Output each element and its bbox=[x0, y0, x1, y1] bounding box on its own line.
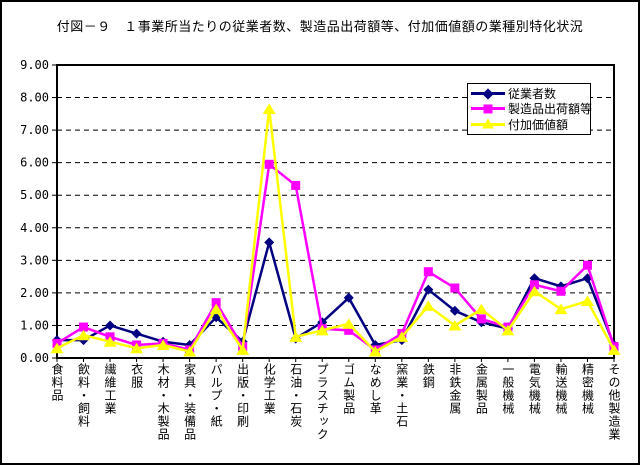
series-line-value-added bbox=[56, 107, 616, 353]
series-marker-value-added bbox=[580, 295, 594, 307]
series-marker-value-added bbox=[183, 345, 197, 357]
diamond-marker-icon bbox=[482, 87, 494, 100]
y-axis-tick-label: 3.00 bbox=[20, 253, 49, 267]
x-axis-category-label: 繊維工業 bbox=[103, 363, 118, 415]
series-line-shipment-value bbox=[56, 163, 616, 352]
x-axis-category-label: パルプ・紙 bbox=[209, 363, 224, 428]
series-marker-value-added bbox=[368, 345, 382, 357]
x-axis-category-label: ゴム製品 bbox=[341, 363, 356, 415]
x-axis-category-label: 窯業・土石 bbox=[394, 363, 409, 428]
series-marker-value-added bbox=[474, 303, 488, 315]
series-marker-shipment-value bbox=[79, 322, 89, 332]
series-marker-value-added bbox=[421, 300, 435, 311]
series-marker-value-added bbox=[130, 342, 144, 354]
series-marker-value-added bbox=[289, 331, 303, 342]
x-axis-category-label: 飲料・飼料 bbox=[76, 363, 91, 428]
series-marker-shipment-value bbox=[291, 180, 301, 190]
legend-item: 製造品出荷額等 bbox=[471, 101, 592, 116]
series-marker-value-added bbox=[395, 331, 409, 342]
x-axis-category-label: その他製造業 bbox=[607, 363, 621, 441]
series-marker-shipment-value bbox=[582, 260, 592, 270]
series-marker-value-added bbox=[501, 324, 515, 336]
series-marker-employees bbox=[423, 284, 434, 295]
y-axis-tick-label: 1.00 bbox=[20, 318, 49, 332]
x-axis-category-label: 金属製品 bbox=[474, 363, 489, 415]
y-axis-tick-label: 6.00 bbox=[20, 156, 49, 170]
series-marker-value-added bbox=[103, 336, 117, 347]
series-marker-value-added bbox=[607, 344, 621, 355]
series-marker-value-added bbox=[342, 318, 356, 329]
series-marker-value-added bbox=[50, 342, 64, 354]
series-line-employees bbox=[57, 241, 616, 347]
series-marker-value-added bbox=[315, 324, 329, 336]
series-marker-shipment-value bbox=[556, 286, 566, 296]
legend-label: 製造品出荷額等 bbox=[508, 102, 593, 117]
x-axis-category-label: なめし革 bbox=[368, 363, 383, 415]
triangle-marker-icon bbox=[482, 118, 494, 129]
y-axis-tick-label: 5.00 bbox=[20, 188, 49, 202]
x-axis-category-label: 石油・石炭 bbox=[288, 363, 303, 428]
x-axis-category-label: 鉄鋼 bbox=[421, 363, 436, 389]
x-axis-category-label: 電気機械 bbox=[527, 363, 542, 415]
y-axis-tick-label: 7.00 bbox=[20, 123, 49, 137]
series-marker-value-added bbox=[77, 329, 91, 341]
y-axis-tick-label: 0.00 bbox=[20, 351, 49, 365]
legend-item: 付加価値額 bbox=[471, 117, 587, 132]
series-marker-shipment-value bbox=[529, 280, 539, 290]
x-axis-category-label: 非鉄金属 bbox=[447, 363, 462, 415]
x-axis-category-label: 食料品 bbox=[50, 363, 64, 402]
plot-frame bbox=[56, 64, 615, 359]
series-marker-value-added bbox=[527, 285, 541, 297]
legend-label: 従業者数 bbox=[508, 87, 557, 102]
x-axis-category-label: 木材・木製品 bbox=[156, 363, 171, 441]
series-marker-value-added bbox=[236, 344, 250, 355]
x-axis-category-label: 一般機械 bbox=[500, 363, 515, 415]
x-axis-category-label: プラスチック bbox=[315, 363, 330, 441]
y-axis-tick-label: 8.00 bbox=[20, 91, 49, 105]
series-marker-value-added bbox=[262, 103, 276, 114]
series-marker-value-added bbox=[209, 303, 223, 315]
series-marker-value-added bbox=[156, 339, 170, 350]
series-marker-shipment-value bbox=[344, 325, 354, 335]
series-marker-employees bbox=[131, 328, 142, 339]
series-marker-employees bbox=[343, 292, 354, 303]
chart-title: 付図－９ １事業所当たりの従業者数、製造品出荷額等、付加価値額の業種別特化状況 bbox=[56, 19, 584, 34]
series-marker-shipment-value bbox=[423, 267, 433, 277]
y-axis-tick-label: 9.00 bbox=[20, 58, 49, 72]
series-marker-employees bbox=[105, 320, 116, 331]
legend-line-square-icon bbox=[471, 104, 505, 114]
series-marker-shipment-value bbox=[264, 159, 274, 169]
chart-legend: 従業者数 製造品出荷額等 付加価値額 bbox=[467, 83, 592, 135]
legend-item: 従業者数 bbox=[471, 86, 587, 101]
series-marker-value-added bbox=[554, 303, 568, 315]
x-axis-category-label: 精密機械 bbox=[580, 363, 595, 415]
legend-line-diamond-icon bbox=[471, 87, 505, 100]
x-axis-category-label: 化学工業 bbox=[262, 363, 277, 415]
series-marker-shipment-value bbox=[211, 298, 221, 308]
series-marker-employees bbox=[264, 237, 275, 248]
series-marker-shipment-value bbox=[450, 283, 460, 293]
legend-line-triangle-icon bbox=[471, 118, 505, 129]
y-axis-tick-label: 2.00 bbox=[20, 286, 49, 300]
series-marker-employees bbox=[449, 305, 460, 316]
series-marker-value-added bbox=[448, 319, 462, 331]
legend-label: 付加価値額 bbox=[508, 117, 569, 132]
series-marker-shipment-value bbox=[476, 314, 486, 324]
square-marker-icon bbox=[483, 104, 493, 114]
x-axis-category-label: 輸送機械 bbox=[553, 363, 568, 415]
y-axis-tick-label: 4.00 bbox=[20, 221, 49, 235]
x-axis-category-label: 家具・装備品 bbox=[182, 363, 197, 441]
x-axis-category-label: 衣服 bbox=[129, 363, 144, 389]
x-axis-category-label: 出版・印刷 bbox=[235, 363, 250, 428]
